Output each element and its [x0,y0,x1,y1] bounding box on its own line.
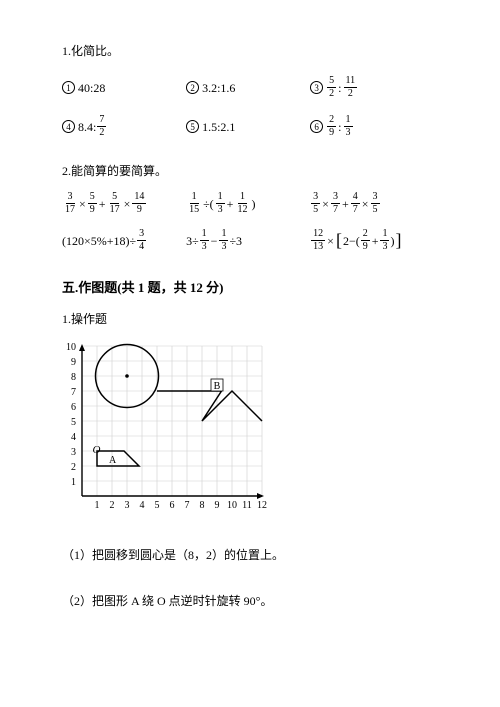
expr-row-2: (120×5%+18)÷ 34 3÷ 13− 13 ÷3 1213 × [2−(… [62,227,438,254]
svg-text:A: A [109,455,117,466]
svg-text:3: 3 [125,500,130,511]
svg-text:9: 9 [71,357,76,368]
svg-text:7: 7 [185,500,190,511]
svg-text:B: B [214,381,221,392]
svg-text:10: 10 [227,500,237,511]
svg-text:1: 1 [95,500,100,511]
expr-2: 115÷( 13+ 112) [186,192,310,215]
ratio-4: 4 8.4: 72 [62,115,186,138]
ratio-row-2: 4 8.4: 72 5 1.5:2.1 6 29 : 13 [62,115,438,138]
svg-text:3: 3 [71,447,76,458]
num-icon: 2 [186,81,199,94]
q1-title: 1.化简比。 [62,42,438,60]
fraction: 13 [344,115,353,138]
num-icon: 6 [310,120,323,133]
colon: : [338,118,341,136]
section-5: 五.作图题(共 1 题，共 12 分) 1.操作题 12345678910111… [62,278,438,610]
ratio-text: 3.2:1.6 [202,79,235,97]
expr-row-1: 317× 59+ 517× 149 115÷( 13+ 112) 35× 37+… [62,192,438,215]
svg-text:10: 10 [66,342,76,353]
section-5-head: 五.作图题(共 1 题，共 12 分) [62,278,438,298]
q2-block: 2.能简算的要简算。 317× 59+ 517× 149 115÷( 13+ 1… [62,162,438,254]
ratio-1: 1 40:28 [62,76,186,99]
svg-text:7: 7 [71,387,76,398]
num-icon: 1 [62,81,75,94]
svg-text:6: 6 [170,500,175,511]
ratio-5: 5 1.5:2.1 [186,115,310,138]
task-2: （2）把图形 A 绕 O 点逆时针旋转 90°。 [62,592,438,610]
q1-block: 1.化简比。 1 40:28 2 3.2:1.6 3 52 : 112 4 8.… [62,42,438,138]
expr-4: (120×5%+18)÷ 34 [62,227,186,254]
fraction: 29 [327,115,336,138]
ratio-text: 8.4: [78,118,96,136]
fraction: 112 [344,76,358,99]
svg-text:12: 12 [257,500,267,511]
svg-text:8: 8 [200,500,205,511]
ratio-2: 2 3.2:1.6 [186,76,310,99]
svg-text:6: 6 [71,402,76,413]
task-1: （1）把圆移到圆心是（8，2）的位置上。 [62,546,438,564]
svg-text:11: 11 [242,500,252,511]
svg-text:2: 2 [71,462,76,473]
q2-title: 2.能简算的要简算。 [62,162,438,180]
section-5-sub: 1.操作题 [62,310,438,328]
ratio-3: 3 52 : 112 [310,76,434,99]
ratio-row-1: 1 40:28 2 3.2:1.6 3 52 : 112 [62,76,438,99]
ratio-6: 6 29 : 13 [310,115,434,138]
expr-3: 35× 37+ 47× 35 [310,192,434,215]
figure-grid: 12345678910111212345678910OAB [62,338,272,528]
expr-1: 317× 59+ 517× 149 [62,192,186,215]
svg-text:O: O [93,444,101,456]
ratio-text: 1.5:2.1 [202,118,235,136]
svg-text:9: 9 [215,500,220,511]
fraction: 72 [97,115,106,138]
svg-text:5: 5 [71,417,76,428]
num-icon: 3 [310,81,323,94]
num-icon: 4 [62,120,75,133]
fraction: 52 [327,76,336,99]
svg-text:8: 8 [71,372,76,383]
expr-5: 3÷ 13− 13 ÷3 [186,227,310,254]
num-icon: 5 [186,120,199,133]
svg-text:1: 1 [71,477,76,488]
ratio-text: 40:28 [78,79,105,97]
svg-text:4: 4 [71,432,76,443]
svg-text:4: 4 [140,500,145,511]
svg-text:5: 5 [155,500,160,511]
expr-6: 1213 × [2−( 29+ 13) ] [310,227,434,254]
svg-text:2: 2 [110,500,115,511]
colon: : [338,79,341,97]
